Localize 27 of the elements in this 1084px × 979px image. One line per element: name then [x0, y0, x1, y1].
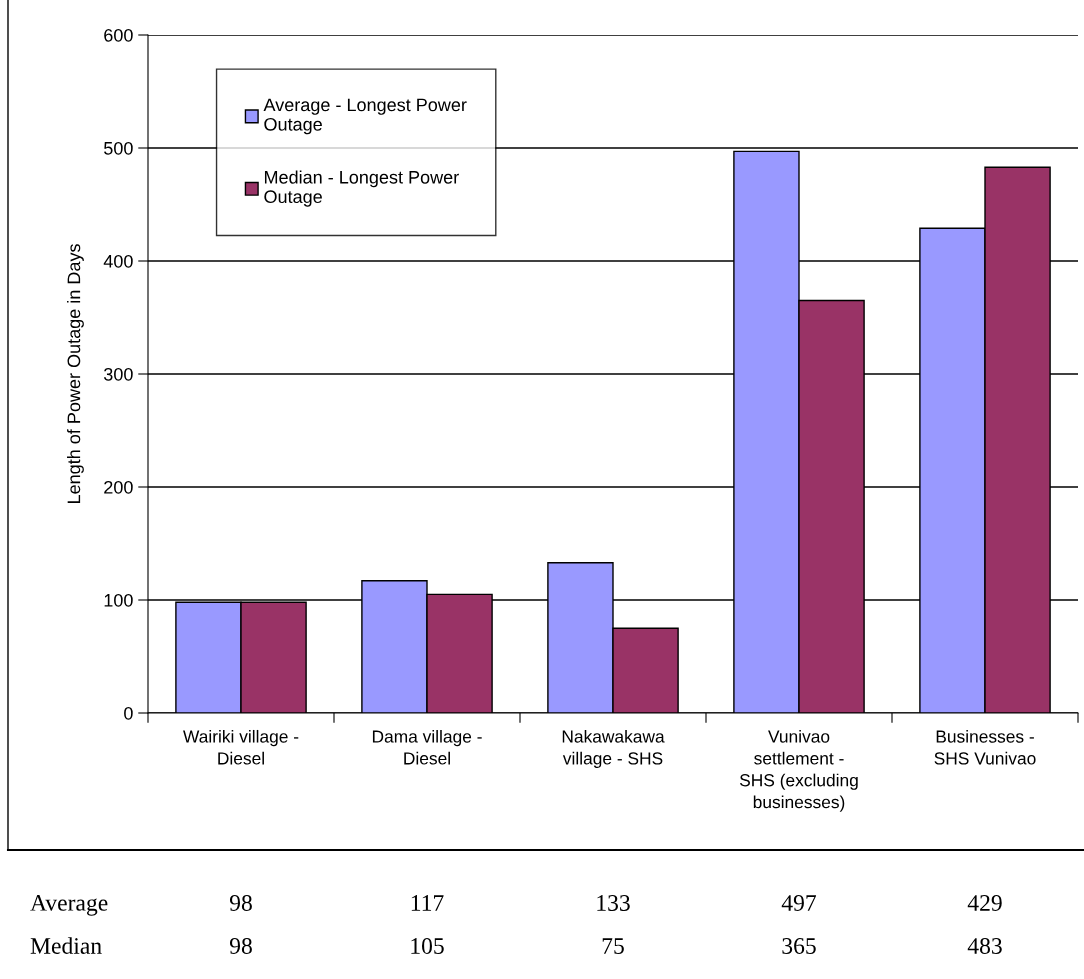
data-label: 98: [229, 937, 252, 954]
data-label: 117: [411, 895, 444, 911]
y-tick-label: 100: [104, 593, 133, 607]
data-label: 133: [597, 895, 630, 911]
data-label: 105: [411, 937, 444, 954]
data-label: 98: [229, 894, 252, 911]
data-label: 429: [967, 895, 1002, 911]
y-tick-label: 0: [124, 706, 133, 720]
legend-label: Median - Longest Power Outage: [264, 170, 459, 207]
legend-label: Average - Longest Power Outage: [263, 98, 467, 135]
x-tick-label: Wairiki village - Diesel: [183, 729, 299, 765]
y-tick-label: 400: [103, 254, 133, 268]
y-tick-label: 200: [104, 480, 133, 494]
data-label: 497: [781, 895, 817, 911]
text: Median: [30, 937, 102, 954]
x-tick-label: Vunivao settlement - SHS (excluding businesses): [739, 729, 858, 812]
y-axis-title: Length of Power Outage in Days: [67, 244, 84, 503]
y-tick-label: 300: [103, 367, 133, 381]
data-label: 365: [782, 938, 816, 954]
text: Average: [30, 895, 108, 916]
data-label: 75: [602, 938, 624, 954]
y-tick-label: 600: [104, 28, 133, 42]
x-tick-label: Businesses - SHS Vunivao: [934, 729, 1036, 765]
data-label: 483: [967, 937, 1002, 954]
x-tick-label: Nakawakawa village - SHS: [562, 729, 665, 768]
x-tick-label: Dama village - Diesel: [372, 729, 482, 765]
y-tick-label: 500: [104, 141, 133, 155]
